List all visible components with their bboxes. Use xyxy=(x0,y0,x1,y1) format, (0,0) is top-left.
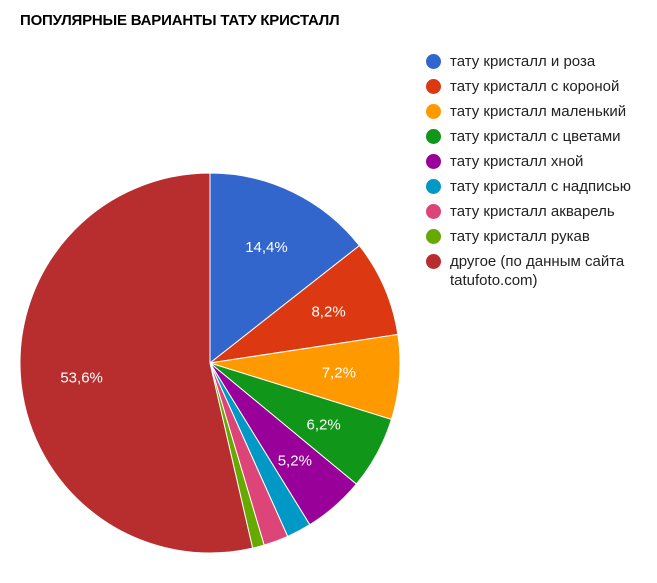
legend-swatch xyxy=(426,254,441,269)
legend-swatch xyxy=(426,129,441,144)
legend-label: тату кристалл с цветами xyxy=(450,128,621,145)
legend-label: тату кристалл маленький xyxy=(450,103,627,120)
slice-value-label-4: 5,2% xyxy=(278,452,312,469)
legend-label: тату кристалл с надписью xyxy=(450,178,632,195)
legend-item-5: тату кристалл с надписью xyxy=(426,177,651,196)
slice-value-label-0: 14,4% xyxy=(245,239,288,256)
legend-label: тату кристалл акварель xyxy=(450,203,615,220)
legend-swatch xyxy=(426,54,441,69)
legend-swatch xyxy=(426,154,441,169)
legend-swatch xyxy=(426,104,441,119)
legend-swatch xyxy=(426,79,441,94)
slice-value-label-2: 7,2% xyxy=(322,365,356,382)
chart-title: ПОПУЛЯРНЫЕ ВАРИАНТЫ ТАТУ КРИСТАЛЛ xyxy=(20,12,340,29)
legend-item-7: тату кристалл рукав xyxy=(426,227,651,246)
legend-label: тату кристалл хной xyxy=(450,153,584,170)
pie-slice-1 xyxy=(208,244,399,364)
legend-label: тату кристалл и роза xyxy=(450,53,596,70)
legend-item-8: другое (по данным сайта tatufoto.com) xyxy=(426,252,651,290)
slice-value-label-3: 6,2% xyxy=(307,417,341,434)
legend: тату кристалл и роза тату кристалл с коро… xyxy=(426,52,651,296)
legend-item-3: тату кристалл с цветами xyxy=(426,127,651,146)
legend-label: тату кристалл с короной xyxy=(450,78,620,95)
slice-value-label-1: 8,2% xyxy=(311,304,345,321)
legend-item-4: тату кристалл хной xyxy=(426,152,651,171)
legend-item-0: тату кристалл и роза xyxy=(426,52,651,71)
legend-label: тату кристалл рукав xyxy=(450,228,590,245)
legend-label: другое (по данным сайта tatufoto.com) xyxy=(450,253,625,289)
pie-slice-8 xyxy=(19,172,254,554)
legend-swatch xyxy=(426,179,441,194)
legend-item-2: тату кристалл маленький xyxy=(426,102,651,121)
pie-slice-0 xyxy=(209,172,361,365)
legend-item-1: тату кристалл с короной xyxy=(426,77,651,96)
legend-swatch xyxy=(426,229,441,244)
legend-swatch xyxy=(426,204,441,219)
legend-item-6: тату кристалл акварель xyxy=(426,202,651,221)
slice-value-label-8: 53,6% xyxy=(60,370,103,387)
